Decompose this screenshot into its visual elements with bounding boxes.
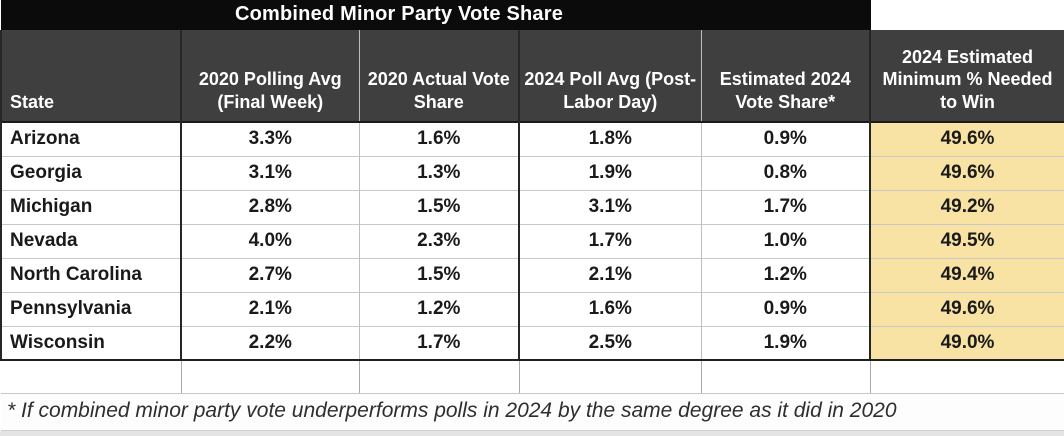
value-cell: 2.3% [358,223,519,258]
min-needed-cell: 49.5% [869,223,1064,258]
empty-cell [869,360,1064,394]
state-cell: Georgia [0,155,181,190]
value-cell: 1.8% [518,121,701,156]
table-row-nevada: Nevada 4.0% 2.3% 1.7% 1.0% 49.5% [0,223,1064,258]
table-row-pennsylvania: Pennsylvania 2.1% 1.2% 1.6% 0.9% 49.6% [0,291,1064,326]
footnote: * If combined minor party vote underperf… [1,393,1064,431]
column-header-2020-actual-vote-share: 2020 Actual Vote Share [358,30,519,122]
value-cell: 4.0% [180,223,359,258]
value-cell: 1.9% [700,325,871,361]
min-needed-cell: 49.0% [869,325,1064,361]
column-header-2024-poll-avg: 2024 Poll Avg (Post-Labor Day) [518,30,701,122]
value-cell: 2.1% [518,257,701,292]
value-cell: 1.5% [358,189,519,224]
value-cell: 1.7% [358,325,519,361]
value-cell: 0.8% [700,155,871,190]
value-cell: 3.3% [180,121,359,156]
table-row-michigan: Michigan 2.8% 1.5% 3.1% 1.7% 49.2% [0,189,1064,224]
min-needed-cell: 49.6% [869,291,1064,326]
value-cell: 0.9% [700,291,871,326]
value-cell: 1.7% [700,189,871,224]
value-cell: 1.0% [700,223,871,258]
value-cell: 1.2% [358,291,519,326]
value-cell: 1.2% [700,257,871,292]
value-cell: 1.6% [358,121,519,156]
title-row: Combined Minor Party Vote Share [1,0,1064,30]
state-cell: North Carolina [0,257,181,292]
table-row-arizona: Arizona 3.3% 1.6% 1.8% 0.9% 49.6% [0,121,1064,156]
value-cell: 2.1% [180,291,359,326]
empty-spacer-row [1,360,1064,394]
value-cell: 3.1% [180,155,359,190]
footnote-row: * If combined minor party vote underperf… [1,393,1064,431]
value-cell: 2.8% [180,189,359,224]
empty-cell [700,360,871,394]
column-header-min-needed-to-win: 2024 Estimated Minimum % Needed to Win [869,30,1064,122]
value-cell: 2.2% [180,325,359,361]
column-header-estimated-2024-vote-share: Estimated 2024 Vote Share* [700,30,871,122]
empty-cell [518,360,701,394]
value-cell: 1.3% [358,155,519,190]
empty-cell [1,360,181,394]
value-cell: 0.9% [700,121,871,156]
value-cell: 2.5% [518,325,701,361]
value-cell: 1.5% [358,257,519,292]
bottom-strip [0,430,1064,436]
table-title: Combined Minor Party Vote Share [1,0,871,30]
min-needed-cell: 49.6% [869,121,1064,156]
value-cell: 2.7% [180,257,359,292]
min-needed-cell: 49.4% [869,257,1064,292]
table-row-north-carolina: North Carolina 2.7% 1.5% 2.1% 1.2% 49.4% [0,257,1064,292]
value-cell: 1.6% [518,291,701,326]
state-cell: Michigan [0,189,181,224]
value-cell: 3.1% [518,189,701,224]
table-row-wisconsin: Wisconsin 2.2% 1.7% 2.5% 1.9% 49.0% [0,325,1064,361]
header-row: State 2020 Polling Avg (Final Week) 2020… [0,30,1064,122]
column-header-state: State [0,30,181,122]
value-cell: 1.7% [518,223,701,258]
empty-cell [358,360,519,394]
title-gap-cell [869,0,1064,30]
state-cell: Pennsylvania [0,291,181,326]
empty-cell [180,360,359,394]
column-header-2020-polling-avg: 2020 Polling Avg (Final Week) [180,30,359,122]
value-cell: 1.9% [518,155,701,190]
table-row-georgia: Georgia 3.1% 1.3% 1.9% 0.8% 49.6% [0,155,1064,190]
state-cell: Wisconsin [0,325,181,361]
state-cell: Nevada [0,223,181,258]
min-needed-cell: 49.2% [869,189,1064,224]
min-needed-cell: 49.6% [869,155,1064,190]
state-cell: Arizona [0,121,181,156]
